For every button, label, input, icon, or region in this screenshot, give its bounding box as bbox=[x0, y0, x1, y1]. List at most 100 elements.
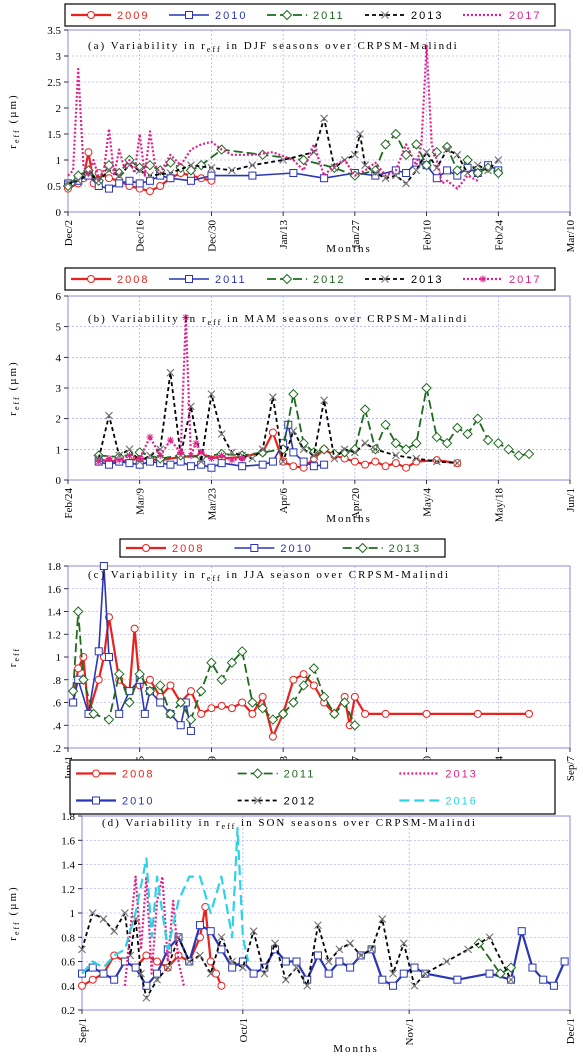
plot-frame bbox=[67, 29, 571, 213]
panel-title: (d) Variability in reff in SON seasons o… bbox=[102, 817, 477, 831]
data-point-2008 bbox=[381, 709, 390, 718]
data-point-2012 bbox=[228, 957, 237, 966]
data-point-2010 bbox=[88, 963, 97, 972]
data-point-2010 bbox=[140, 709, 149, 718]
legend-item-2011: 2011 bbox=[169, 274, 245, 286]
data-point-2013 bbox=[277, 708, 289, 720]
data-point-2011 bbox=[145, 457, 154, 466]
data-point-2010 bbox=[249, 969, 258, 978]
series-2010 bbox=[78, 921, 569, 990]
data-point-2010 bbox=[228, 963, 237, 972]
data-point-2013 bbox=[135, 166, 144, 175]
series-2011 bbox=[94, 420, 329, 472]
data-point-2017 bbox=[207, 455, 215, 463]
data-point-2013 bbox=[318, 691, 330, 703]
data-point-2017 bbox=[182, 313, 190, 321]
data-point-2008 bbox=[289, 462, 298, 471]
data-point-2013 bbox=[356, 130, 364, 138]
data-point-2013 bbox=[371, 445, 380, 454]
data-point-2011 bbox=[390, 128, 402, 140]
y-tick-label: 3 bbox=[56, 383, 62, 395]
x-tick-label: Apr/20 bbox=[350, 488, 362, 520]
legend-marker bbox=[87, 275, 95, 283]
data-point-2010 bbox=[238, 957, 247, 966]
data-point-2013 bbox=[350, 448, 359, 457]
y-tick-label: 1.8 bbox=[47, 561, 61, 573]
data-point-2008 bbox=[268, 732, 277, 741]
data-point-2017 bbox=[125, 451, 133, 459]
legend-marker bbox=[87, 11, 95, 19]
data-point-2012 bbox=[482, 434, 494, 446]
data-point-2011 bbox=[289, 448, 298, 457]
legend-marker bbox=[281, 9, 293, 21]
data-point-2010 bbox=[378, 975, 387, 984]
data-point-2013 bbox=[248, 161, 257, 170]
data-point-2013 bbox=[412, 166, 421, 175]
data-point-2011 bbox=[370, 165, 381, 176]
data-point-2013 bbox=[289, 427, 298, 435]
series-line-2011 bbox=[98, 424, 325, 469]
data-point-2013 bbox=[361, 439, 370, 448]
data-point-2013 bbox=[371, 169, 380, 177]
data-point-2012 bbox=[196, 951, 204, 960]
data-point-2008 bbox=[217, 981, 226, 990]
data-point-2010 bbox=[135, 179, 144, 188]
data-point-2013 bbox=[330, 454, 339, 463]
data-point-2010 bbox=[292, 957, 301, 966]
x-tick-label: Dec/30 bbox=[206, 220, 218, 252]
legend-marker bbox=[281, 273, 293, 285]
data-point-2013 bbox=[115, 171, 124, 180]
data-point-2013 bbox=[187, 161, 195, 170]
data-point-2010 bbox=[207, 171, 216, 180]
legend-label: 2008 bbox=[172, 543, 204, 555]
y-tick-label: 1.6 bbox=[47, 584, 61, 596]
legend-marker bbox=[357, 542, 368, 554]
data-point-2011 bbox=[411, 139, 422, 150]
y-tick-label: .8 bbox=[53, 675, 62, 687]
data-point-2012 bbox=[137, 969, 145, 978]
data-point-2011 bbox=[421, 159, 432, 171]
series-2017 bbox=[95, 313, 246, 466]
data-point-2013 bbox=[154, 680, 166, 691]
data-point-2010 bbox=[120, 957, 129, 966]
data-point-2013 bbox=[146, 171, 154, 180]
panel-title: (c) Variability in reff in JJA season ov… bbox=[88, 569, 450, 583]
data-point-2010 bbox=[104, 653, 113, 661]
data-point-2008 bbox=[350, 457, 359, 466]
legend-marker bbox=[252, 768, 263, 779]
data-point-2012 bbox=[260, 969, 269, 978]
plot-frame bbox=[67, 565, 571, 749]
legend-marker bbox=[381, 275, 389, 283]
data-point-2013 bbox=[64, 179, 72, 188]
y-tick-label: .6 bbox=[53, 698, 62, 710]
data-point-2013 bbox=[308, 663, 320, 674]
legend-marker bbox=[92, 796, 100, 805]
x-tick-label: Mar/9 bbox=[135, 488, 147, 515]
data-point-2012 bbox=[431, 431, 443, 443]
legend-item-2012: 2012 bbox=[237, 796, 314, 808]
data-point-2010 bbox=[217, 945, 226, 954]
data-point-2008 bbox=[88, 975, 97, 984]
data-point-2011 bbox=[380, 139, 391, 150]
data-point-2012 bbox=[356, 951, 365, 960]
data-point-2013 bbox=[185, 714, 197, 725]
data-point-2013 bbox=[73, 606, 84, 617]
data-point-2012 bbox=[472, 413, 484, 424]
data-point-2010 bbox=[528, 963, 537, 972]
series-2016 bbox=[81, 827, 250, 975]
data-point-2013 bbox=[288, 697, 299, 708]
chart-panel-1: 0 0.5 1 1.5 2 2.5 3 3.5 Dec/2 Dec/16 Dec/30 Jan/13 J… bbox=[7, 3, 577, 255]
data-point-2010 bbox=[153, 969, 162, 978]
data-point-2008 bbox=[350, 692, 359, 701]
data-point-2012 bbox=[523, 448, 535, 460]
data-point-2010 bbox=[166, 174, 175, 183]
data-point-2012 bbox=[462, 428, 473, 440]
data-point-2013 bbox=[320, 114, 329, 123]
data-point-2008 bbox=[227, 704, 236, 713]
data-point-2010 bbox=[195, 921, 204, 930]
legend: 2008 2011 2012 2013 2017 bbox=[64, 267, 556, 291]
series-2017 bbox=[67, 44, 479, 190]
data-point-2013 bbox=[248, 454, 257, 463]
data-point-2008 bbox=[78, 981, 86, 990]
data-point-2011 bbox=[472, 167, 484, 179]
